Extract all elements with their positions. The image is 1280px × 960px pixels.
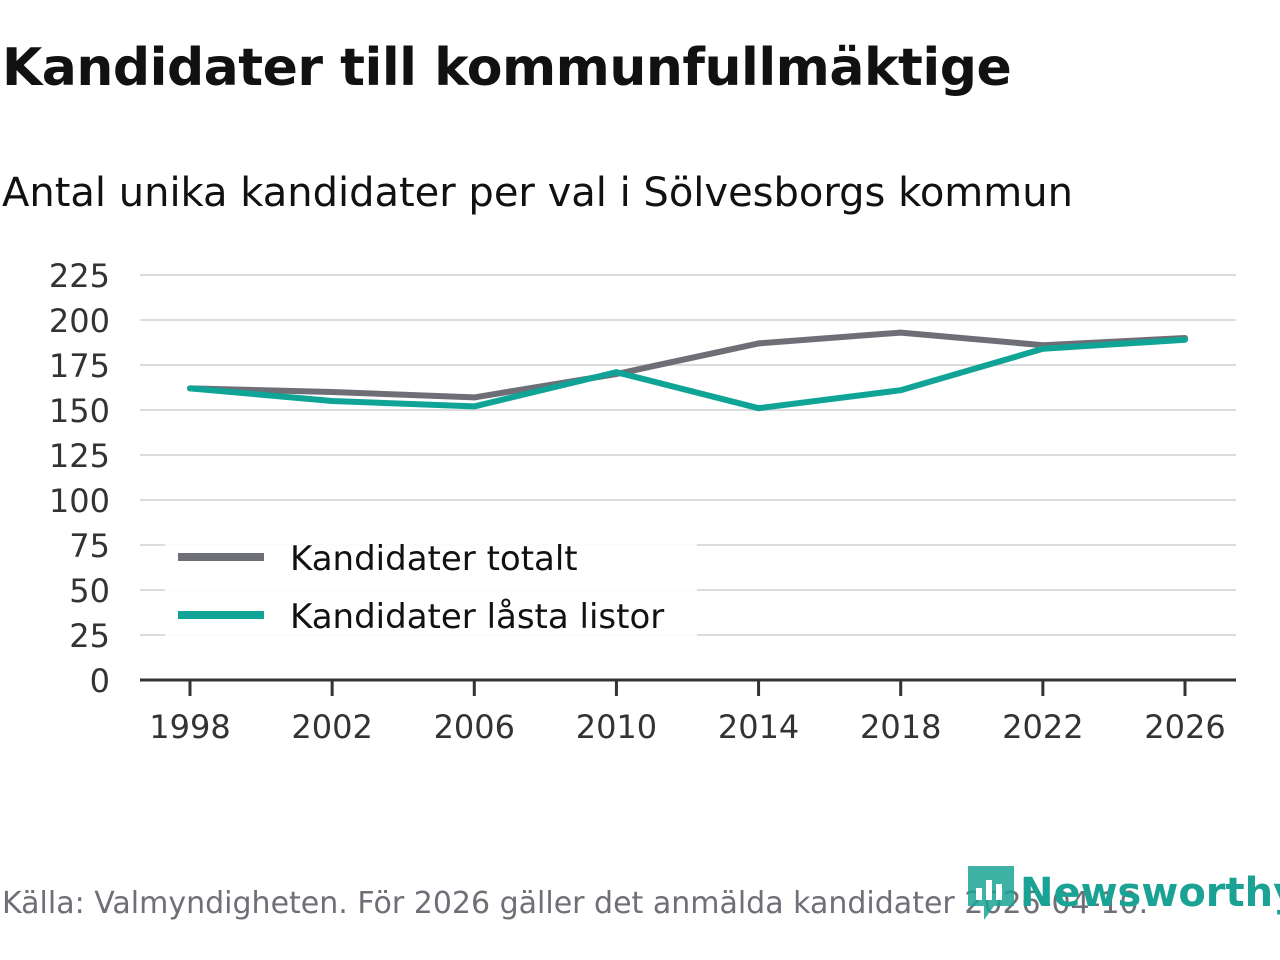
x-tick-label: 2018 xyxy=(860,708,941,746)
line-chart: 0 25 50 75 100 125 150 175 200 225 1998 2002 2006 20… xyxy=(49,257,1236,746)
x-tick-label: 2002 xyxy=(291,708,372,746)
data-point xyxy=(329,398,336,404)
brand-name: Newsworthy xyxy=(1020,870,1280,916)
legend: Kandidater totalt Kandidater låsta listor xyxy=(165,528,697,640)
x-tick-label: 2006 xyxy=(434,708,515,746)
x-axis-ticks: 1998 2002 2006 2010 2014 2018 2022 2026 xyxy=(149,680,1226,746)
y-tick-label: 0 xyxy=(90,662,110,700)
x-tick-label: 2014 xyxy=(718,708,799,746)
data-point xyxy=(897,329,904,336)
chart-subtitle: Antal unika kandidater per val i Sölvesb… xyxy=(2,170,1073,216)
x-tick-label: 1998 xyxy=(149,708,230,746)
x-tick-label: 2022 xyxy=(1002,708,1083,746)
brand-logo: Newsworthy xyxy=(964,862,1280,924)
x-tick-label: 2026 xyxy=(1144,708,1225,746)
legend-box xyxy=(165,528,697,640)
data-point xyxy=(329,389,336,395)
series-lines xyxy=(187,329,1188,412)
y-tick-label: 150 xyxy=(49,392,110,430)
legend-label: Kandidater totalt xyxy=(290,539,578,579)
data-point xyxy=(1039,345,1046,352)
data-point xyxy=(187,385,193,392)
y-tick-label: 125 xyxy=(49,437,110,475)
data-point xyxy=(471,403,478,410)
data-point xyxy=(471,394,478,401)
x-tick-label: 2010 xyxy=(576,708,657,746)
data-point xyxy=(755,405,762,412)
series-line-2 xyxy=(189,336,1186,412)
y-tick-label: 200 xyxy=(49,302,110,340)
y-tick-label: 225 xyxy=(49,257,110,295)
y-tick-label: 100 xyxy=(49,482,110,520)
bar-chart-flag-icon xyxy=(968,866,1014,920)
legend-label: Kandidater låsta listor xyxy=(290,597,664,637)
data-point xyxy=(613,369,620,376)
y-tick-label: 25 xyxy=(69,617,110,655)
y-tick-label: 175 xyxy=(49,347,110,385)
chart-title: Kandidater till kommunfullmäktige xyxy=(2,38,1012,98)
series-line-1 xyxy=(189,329,1186,401)
source-note: Källa: Valmyndigheten. För 2026 gäller d… xyxy=(2,886,1149,921)
y-tick-label: 50 xyxy=(69,572,110,610)
data-point xyxy=(1182,336,1188,343)
data-point xyxy=(897,387,904,394)
y-axis-ticks: 0 25 50 75 100 125 150 175 200 225 xyxy=(49,257,110,700)
y-tick-label: 75 xyxy=(69,527,110,565)
data-point xyxy=(755,340,762,347)
